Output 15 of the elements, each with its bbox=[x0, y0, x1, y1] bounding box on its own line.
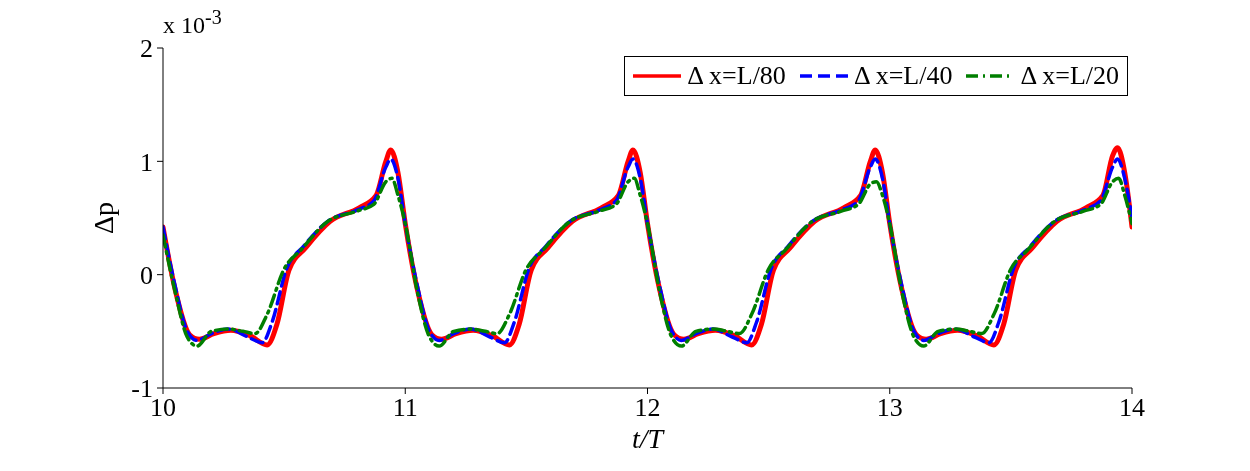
legend-label: Δ x=L/80 bbox=[687, 61, 786, 91]
text: x 10$^{-3}$ bbox=[163, 6, 222, 39]
x-tick-label: 11 bbox=[392, 393, 418, 423]
x-tick-label: 10 bbox=[150, 393, 176, 423]
y-tick-label: 2 bbox=[140, 34, 153, 64]
y-axis-title: Δp bbox=[87, 201, 119, 235]
legend-label: Δ x=L/40 bbox=[853, 61, 953, 91]
y-tick-label: 0 bbox=[140, 260, 153, 290]
legend-label: Δ x=L/20 bbox=[1020, 61, 1119, 91]
x-tick-label: 12 bbox=[634, 393, 661, 423]
x-axis-title: t/T bbox=[631, 423, 666, 454]
y-tick-label: 1 bbox=[140, 147, 153, 177]
y-tick-label: -1 bbox=[131, 374, 153, 404]
x-tick-label: 13 bbox=[876, 393, 903, 423]
x-tick-label: 14 bbox=[1119, 393, 1145, 423]
